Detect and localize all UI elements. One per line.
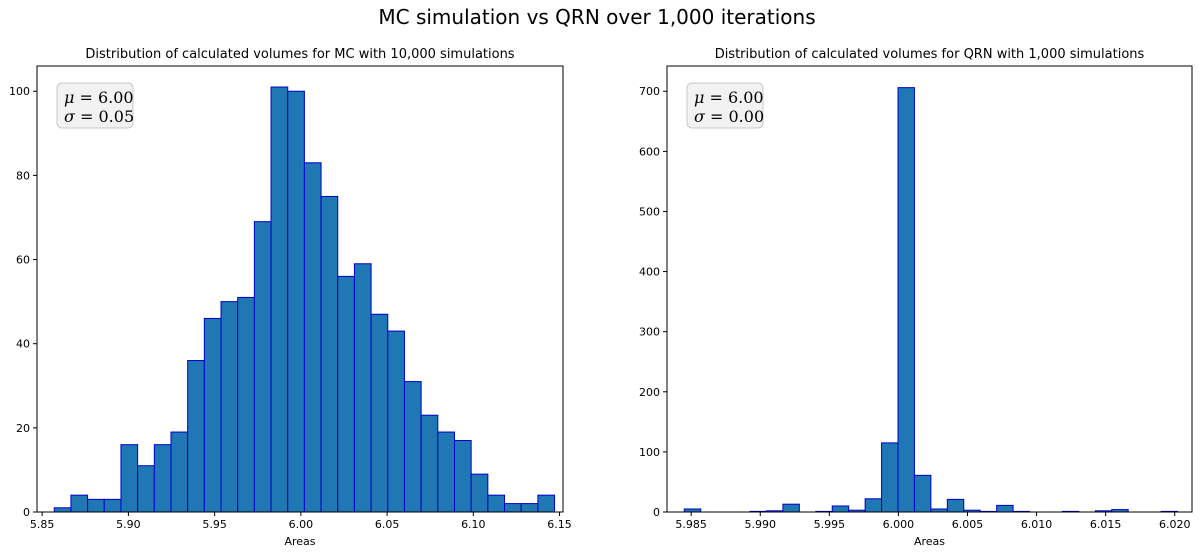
qrn-panel-title: Distribution of calculated volumes for Q… [715,47,1145,62]
mc-x-tick-label: 6.15 [547,518,572,531]
qrn-std-annotation: σ = 0.00 [694,107,764,126]
qrn-x-tick-label: 6.015 [1090,518,1122,531]
mc-histogram-panel: Distribution of calculated volumes for M… [9,47,572,548]
mc-histogram-bar [453,439,472,513]
qrn-x-tick-label: 6.005 [952,518,984,531]
qrn-histogram-bar [881,442,899,513]
mc-x-tick-label: 6.10 [461,518,486,531]
mc-histogram-bar [87,498,105,513]
mc-histogram-bar [370,313,389,513]
mc-histogram-bar [137,465,155,513]
qrn-axes-frame [666,65,1193,513]
qrn-histogram-bar [946,498,965,513]
mc-mean-annotation: μ = 6.00 [64,88,134,107]
qrn-y-tick-label: 600 [639,145,660,158]
qrn-x-tick-label: 5.990 [745,518,777,531]
mc-histogram-bar [487,494,506,513]
qrn-histogram-bar [897,87,915,513]
mc-histogram-bar [270,86,289,513]
mc-x-tick-label: 5.95 [202,518,227,531]
mc-histogram-bar [303,162,322,513]
mc-axes-frame [36,65,564,513]
mc-histogram-bar [320,195,339,513]
mc-histogram-bar [287,90,305,513]
qrn-x-tick-label: 5.985 [675,518,707,531]
qrn-y-tick-label: 200 [639,386,660,399]
qrn-histogram-bar [831,505,850,513]
mc-histogram-bar [537,494,556,513]
mc-histogram-bar [203,317,222,513]
mc-y-tick-label: 20 [16,422,30,435]
mc-y-tick-label: 0 [23,506,30,519]
qrn-stats-box [686,82,764,129]
mc-histogram-bar [170,431,189,513]
mc-histogram-bar [437,431,455,513]
qrn-x-tick-label: 6.010 [1021,518,1053,531]
mc-histogram-bar [220,301,239,513]
qrn-histogram-bar [782,503,800,513]
mc-histogram-bar [237,296,255,513]
qrn-x-tick-label: 6.020 [1159,518,1191,531]
mc-histogram-bar [520,503,539,513]
mc-histogram-bar [70,494,89,513]
qrn-x-tick-label: 6.000 [883,518,915,531]
mc-x-tick-label: 5.90 [116,518,141,531]
qrn-histogram-bar [864,498,883,513]
mc-histogram-bar [504,503,522,513]
mc-y-tick-label: 40 [16,338,30,351]
mc-histogram-bar [403,381,422,513]
qrn-histogram-bar [996,504,1014,513]
qrn-y-tick-label: 0 [653,506,660,519]
mc-histogram-bar [53,507,72,513]
qrn-y-tick-label: 300 [639,326,660,339]
mc-histogram-bar [420,414,439,513]
mc-y-tick-label: 80 [16,169,30,182]
mc-histogram-bar [337,275,355,513]
qrn-histogram-bar [913,474,932,513]
qrn-y-tick-label: 400 [639,266,660,279]
mc-histogram-bar [470,473,489,513]
qrn-y-tick-label: 100 [639,446,660,459]
mc-x-tick-label: 5.85 [30,518,55,531]
mc-histogram-bar [187,360,205,513]
mc-histogram-bar [120,444,139,513]
mc-x-axis-label: Areas [284,535,315,548]
mc-histogram-bar [103,498,122,513]
mc-histogram-bar [353,263,372,513]
mc-x-tick-label: 6.05 [375,518,400,531]
mc-std-annotation: σ = 0.05 [64,107,134,126]
mc-y-tick-label: 60 [16,254,30,267]
qrn-y-tick-label: 700 [639,85,660,98]
qrn-x-tick-label: 5.995 [814,518,846,531]
mc-histogram-bar [253,221,272,513]
mc-histogram-bar [387,330,405,513]
qrn-histogram-panel: Distribution of calculated volumes for Q… [639,47,1193,548]
mc-panel-title: Distribution of calculated volumes for M… [85,47,514,62]
mc-histogram-bar [153,444,172,513]
qrn-mean-annotation: μ = 6.00 [694,88,764,107]
figure-title: MC simulation vs QRN over 1,000 iteratio… [378,5,815,29]
mc-stats-box [56,82,134,129]
qrn-y-tick-label: 500 [639,205,660,218]
mc-y-tick-label: 100 [9,85,30,98]
mc-x-tick-label: 6.00 [289,518,314,531]
qrn-x-axis-label: Areas [914,535,945,548]
